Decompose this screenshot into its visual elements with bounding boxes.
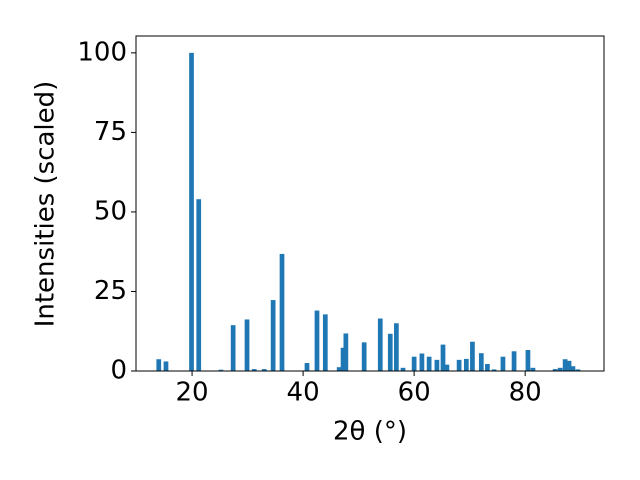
bar (314, 310, 320, 371)
bar (552, 369, 558, 371)
bar (377, 318, 383, 371)
bar (270, 300, 276, 371)
bar (163, 361, 169, 371)
bar (230, 325, 236, 371)
bar (434, 359, 440, 371)
y-tick-label: 50 (94, 196, 127, 226)
bar (478, 353, 484, 371)
bar (411, 356, 417, 371)
y-tick-label: 100 (77, 37, 127, 67)
bar (361, 342, 367, 371)
bar (189, 52, 194, 371)
bar (218, 369, 224, 371)
bar (463, 358, 469, 371)
y-tick-label: 0 (110, 356, 127, 386)
bar (251, 369, 257, 371)
bar (340, 347, 346, 371)
x-axis-label: 2θ (°) (333, 417, 407, 447)
bar (575, 369, 581, 371)
bar (279, 253, 285, 371)
y-axis-label: Intensities (scaled) (31, 81, 61, 328)
bar (511, 351, 517, 371)
bar (400, 367, 406, 371)
bar (444, 364, 450, 371)
bar (426, 356, 432, 371)
bar (440, 344, 446, 371)
bar (156, 359, 162, 371)
bar (562, 359, 568, 371)
bar (419, 353, 425, 371)
bar (530, 367, 536, 371)
x-tick-label: 40 (287, 378, 320, 408)
plot-frame (135, 35, 605, 372)
bar (244, 319, 250, 371)
bar (500, 356, 506, 371)
bar (485, 364, 490, 371)
bar (343, 333, 349, 371)
bar (196, 199, 202, 371)
x-tick-label: 20 (176, 378, 209, 408)
bar (387, 333, 393, 371)
bar (456, 359, 462, 371)
y-tick-label: 75 (94, 117, 127, 147)
bar (566, 360, 572, 371)
bar (304, 363, 310, 371)
bar (470, 341, 475, 371)
x-tick-label: 80 (509, 378, 542, 408)
bar (394, 323, 399, 371)
bar (261, 369, 267, 371)
bar (525, 350, 531, 371)
bar (570, 366, 576, 371)
bar (557, 367, 563, 371)
bar (491, 369, 497, 371)
bar (336, 367, 342, 371)
bar (322, 314, 328, 371)
x-tick-label: 60 (398, 378, 431, 408)
y-tick-label: 25 (94, 276, 127, 306)
